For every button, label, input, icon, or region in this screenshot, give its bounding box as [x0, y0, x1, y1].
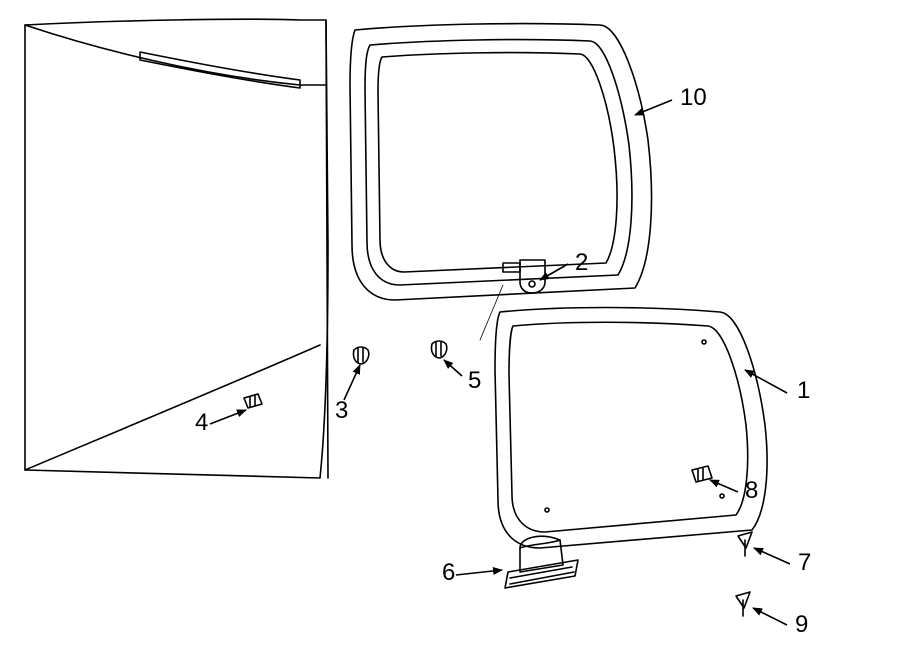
callout-arrow-1 — [745, 370, 787, 393]
callout-label-8: 8 — [745, 477, 758, 504]
stroke-frame_inner_a — [365, 40, 632, 285]
stroke-frame_outer — [350, 24, 652, 300]
callout-arrow-8 — [710, 480, 738, 492]
stroke-door_edge — [326, 20, 328, 478]
callout-label-10: 10 — [680, 84, 707, 111]
stroke-hinge_hole — [529, 281, 535, 287]
stroke-roof_ridge — [25, 25, 326, 85]
stroke-glass_inner — [509, 322, 748, 532]
callout-arrow-3 — [344, 365, 360, 400]
stroke-glass_dot2 — [545, 508, 549, 512]
callout-label-7: 7 — [798, 549, 811, 576]
callout-label-3: 3 — [335, 397, 348, 424]
stroke-nut3 — [353, 347, 368, 364]
callout-label-4: 4 — [195, 409, 208, 436]
stroke-nut3b — [358, 348, 363, 362]
callout-arrow-9 — [753, 608, 787, 625]
stroke-glass_dot1 — [702, 340, 706, 344]
stroke-nut8 — [692, 466, 712, 482]
callout-label-2: 2 — [575, 249, 588, 276]
callout-label-5: 5 — [468, 367, 481, 394]
parts-diagram: 1 2 3 4 5 6 7 8 9 10 — [0, 0, 900, 661]
stroke-body_side_line — [25, 345, 320, 470]
stroke-glass_dot3 — [720, 494, 724, 498]
stroke-screw7 — [738, 532, 752, 556]
stroke-screw9 — [736, 592, 750, 616]
callout-arrow-6 — [456, 570, 502, 575]
stroke-hinge_body — [520, 260, 545, 293]
stroke-nut4 — [244, 394, 262, 408]
callout-label-1: 1 — [797, 377, 810, 404]
callout-arrow-4 — [210, 410, 246, 424]
stroke-nut5b — [436, 342, 441, 356]
stroke-glass_outer — [495, 308, 767, 549]
callout-arrow-5 — [444, 360, 462, 376]
stroke-body_outline — [25, 19, 328, 478]
stroke-frame_inner_b — [378, 53, 617, 272]
callout-label-9: 9 — [795, 611, 808, 638]
stroke-nut5 — [431, 341, 446, 358]
callout-label-6: 6 — [442, 559, 455, 586]
callout-arrow-7 — [754, 548, 790, 564]
